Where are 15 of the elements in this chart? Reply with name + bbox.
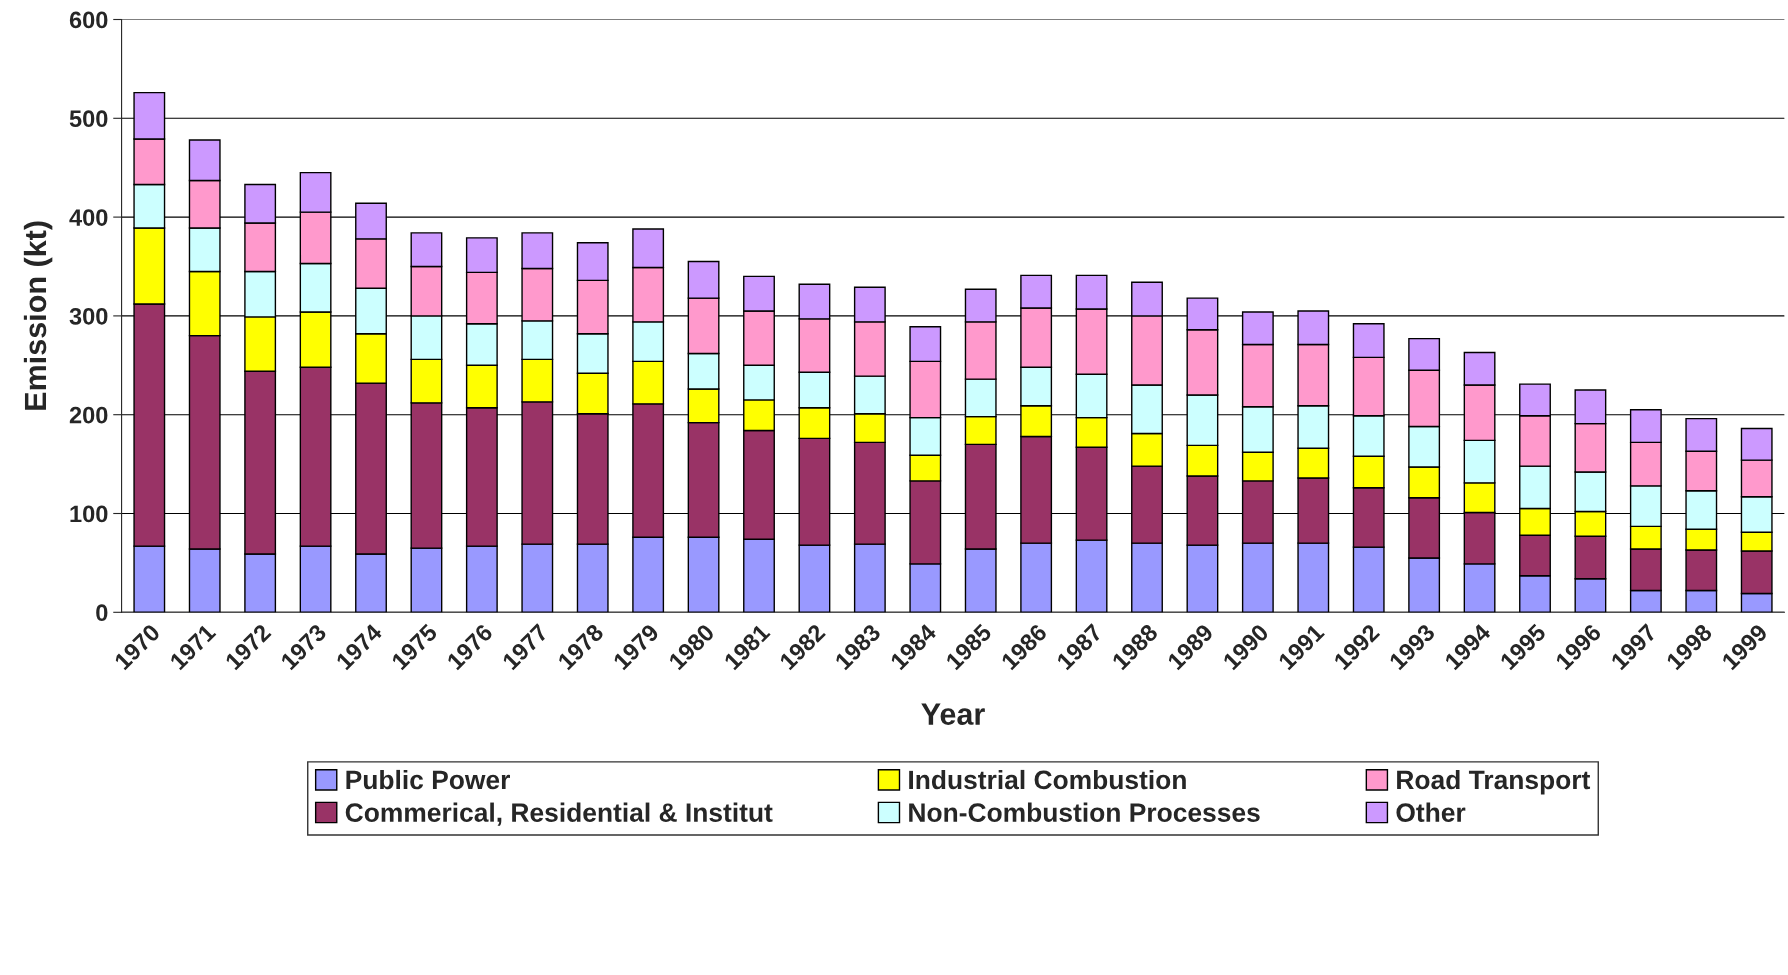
x-axis-title: Year <box>921 703 985 725</box>
legend-label: Other <box>1396 802 1466 822</box>
y-tick-label: 500 <box>69 110 108 128</box>
legend-label: Public Power <box>346 769 510 790</box>
legend-label: Non-Combustion Processes <box>909 802 1260 822</box>
y-tick-label: 200 <box>69 406 108 424</box>
y-tick-label: 600 <box>69 11 108 29</box>
y-tick-label: 300 <box>69 307 108 325</box>
y-tick-label: 0 <box>96 604 108 622</box>
legend-label: Commerical, Residential & Institut <box>345 802 773 826</box>
legend-label: Industrial Combustion <box>909 769 1186 790</box>
y-tick-label: 100 <box>70 505 108 523</box>
y-tick-label: 400 <box>69 209 108 226</box>
legend-label: Road Transport <box>1397 769 1591 795</box>
y-axis-title: Emission (kt) <box>23 221 53 410</box>
